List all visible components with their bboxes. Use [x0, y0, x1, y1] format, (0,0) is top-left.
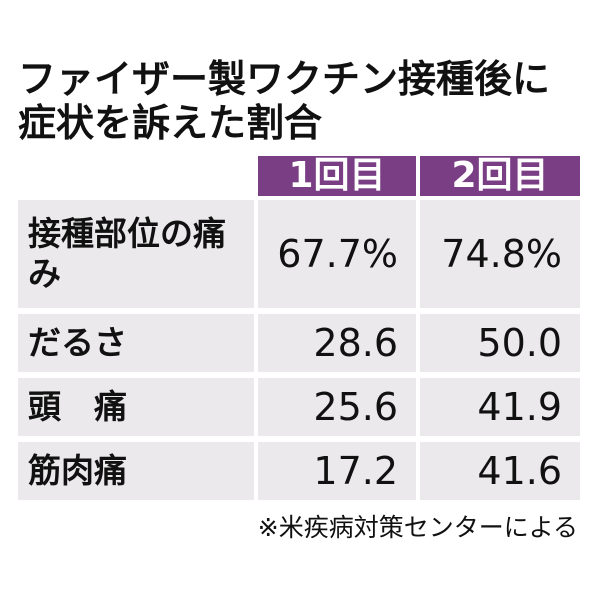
value-cell: 41.6 — [420, 442, 580, 500]
column-header: 2回目 — [420, 156, 580, 196]
value-cell: 50.0 — [420, 314, 580, 372]
row-label: 頭 痛 — [18, 378, 254, 436]
value-cell: 17.2 — [258, 442, 416, 500]
row-label: 筋肉痛 — [18, 442, 254, 500]
footnote: ※米疾病対策センターによる — [257, 513, 578, 542]
title: 症状を訴えた割合 — [18, 101, 323, 145]
row-label: だるさ — [18, 314, 254, 372]
title: ファイザー製ワクチン接種後に — [18, 57, 551, 101]
value-cell: 67.7% — [258, 200, 416, 308]
row-label: 接種部位の痛み — [18, 200, 254, 308]
column-header: 1回目 — [258, 156, 416, 196]
value-cell: 25.6 — [258, 378, 416, 436]
value-cell: 28.6 — [258, 314, 416, 372]
value-cell: 41.9 — [420, 378, 580, 436]
value-cell: 74.8% — [420, 200, 580, 308]
